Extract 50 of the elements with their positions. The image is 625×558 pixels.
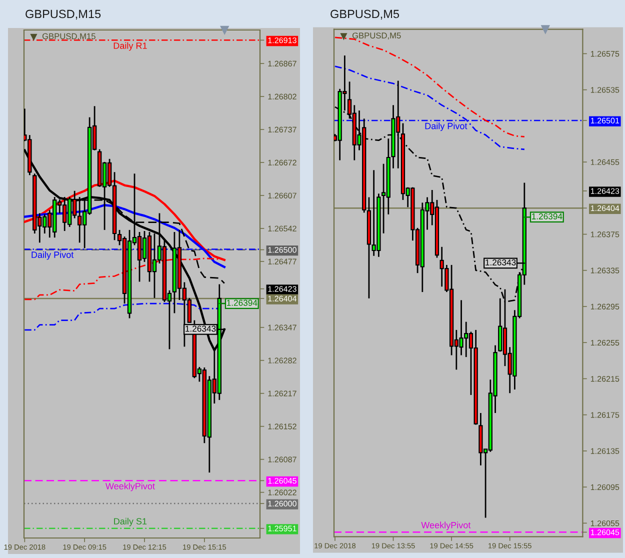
- y-tick-label: 1.26500: [268, 247, 296, 253]
- ref-line-label: Daily R1: [114, 42, 147, 51]
- y-tick-label: 1.26087: [268, 456, 296, 462]
- y-tick-label: 1.26802: [268, 94, 296, 100]
- ref-line-label: Daily Pivot: [32, 251, 74, 260]
- annotation: 1.26394: [532, 213, 562, 220]
- y-tick-label: 1.26022: [268, 490, 296, 496]
- y-tick-label: 1.26045: [590, 529, 620, 536]
- chart-title: GBPUSD,M5: [330, 10, 400, 20]
- y-tick-label: 1.26423: [590, 188, 620, 194]
- y-tick-label: 1.26295: [590, 304, 620, 310]
- y-tick-label: 1.26095: [590, 484, 620, 490]
- y-tick-label: 1.26455: [590, 159, 620, 166]
- y-tick-label: 1.26335: [590, 268, 620, 274]
- y-tick-label: 1.26404: [268, 296, 297, 302]
- y-tick-label: 1.26055: [590, 520, 620, 526]
- ref-line-label: WeeklyPivot: [421, 522, 471, 530]
- y-tick-label: 1.26215: [590, 376, 620, 382]
- ref-line-label: WeeklyPivot: [105, 482, 155, 492]
- annotation: 1.26394: [226, 300, 258, 306]
- chart-title: GBPUSD,M15: [26, 10, 101, 20]
- ref-line-label: Daily Pivot: [425, 122, 468, 131]
- chart-subtitle: GBPUSD,M5: [352, 32, 401, 40]
- y-tick-label: 1.26135: [590, 448, 620, 454]
- y-tick-label: 1.26607: [268, 192, 296, 198]
- annotation: 1.26343: [486, 259, 516, 266]
- y-tick-label: 1.26672: [268, 160, 296, 166]
- ref-line-label: Daily S1: [114, 518, 147, 526]
- y-tick-label: 1.26375: [590, 232, 620, 238]
- y-tick-label: 1.26737: [268, 126, 296, 132]
- y-tick-label: 1.26000: [268, 500, 296, 506]
- chart-subtitle: GBPUSD,M15: [42, 33, 96, 40]
- y-tick-label: 1.26045: [268, 478, 296, 484]
- y-tick-label: 1.26255: [590, 340, 620, 346]
- y-tick-label: 1.26152: [268, 424, 296, 430]
- y-tick-label: 1.26217: [268, 390, 296, 396]
- y-tick-label: 1.26175: [590, 412, 620, 418]
- y-tick-label: 1.26347: [268, 324, 296, 330]
- y-tick-label: 1.26423: [268, 286, 296, 292]
- y-tick-label: 1.26535: [590, 87, 620, 93]
- y-tick-label: 1.26867: [268, 60, 296, 66]
- y-tick-label: 1.26477: [268, 258, 296, 264]
- y-tick-label: 1.26542: [268, 226, 296, 232]
- y-tick-label: 1.25951: [268, 526, 296, 532]
- y-tick-label: 1.26913: [268, 37, 296, 44]
- y-tick-label: 1.26575: [590, 50, 620, 57]
- y-tick-label: 1.26501: [590, 118, 620, 124]
- y-tick-label: 1.26404: [590, 205, 620, 212]
- y-tick-label: 1.26282: [268, 358, 296, 364]
- annotation: 1.26343: [186, 326, 216, 332]
